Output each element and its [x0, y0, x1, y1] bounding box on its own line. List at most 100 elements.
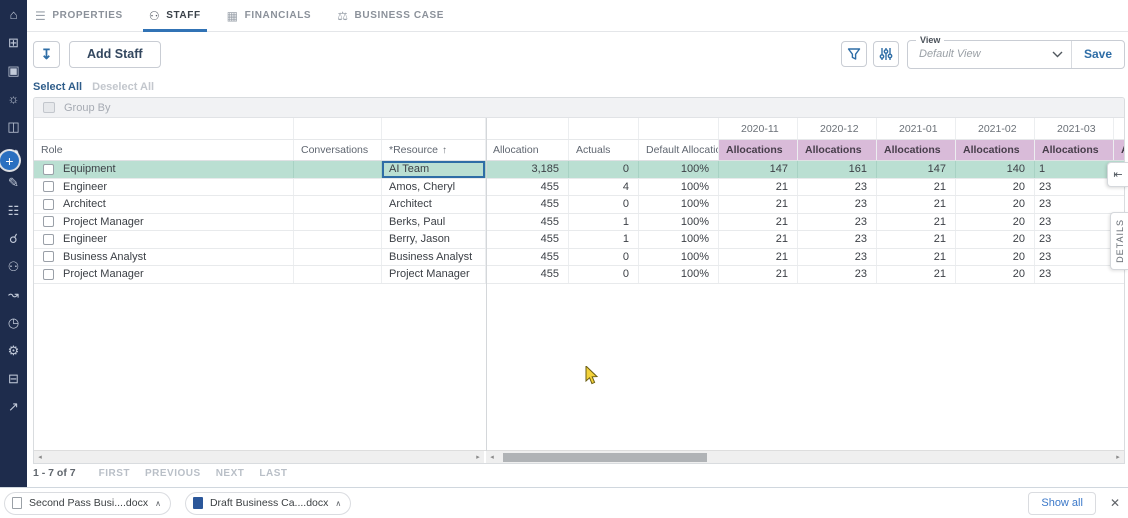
cell-month-allocation[interactable]: 21 — [877, 248, 956, 265]
row-checkbox[interactable] — [43, 268, 54, 280]
tab-business-case[interactable]: ⚖ BUSINESS CASE — [337, 0, 444, 32]
pagination-previous-link[interactable]: PREVIOUS — [145, 467, 201, 479]
ideas-icon[interactable]: ☼ — [7, 91, 20, 106]
cell-month-allocation[interactable]: 23 — [798, 196, 877, 213]
table-row[interactable]: Project Manager Berks, Paul 455 1 100% 21 23 21… — [34, 213, 1124, 231]
cell-month-allocation-partial[interactable]: 23 — [1039, 198, 1052, 211]
cell-role[interactable]: Engineer — [34, 178, 294, 195]
details-panel-tab[interactable]: DETAILS — [1110, 212, 1128, 270]
cell-resource[interactable]: Berks, Paul — [382, 213, 486, 230]
table-row[interactable]: Business Analyst Business Analyst 455 0 100%… — [34, 248, 1124, 266]
cell-month-allocation[interactable]: 21 — [719, 196, 798, 213]
person-search-icon[interactable]: ☌ — [9, 231, 18, 246]
cell-actuals[interactable]: 0 — [569, 266, 639, 283]
column-header-resource[interactable]: *Resource ↑ — [382, 140, 486, 160]
cell-allocation[interactable]: 455 — [486, 196, 569, 213]
download-chip[interactable]: Second Pass Busi....docx ∧ — [4, 491, 171, 515]
column-header-allocation[interactable]: Allocation — [486, 140, 569, 160]
cell-allocation[interactable]: 455 — [486, 231, 569, 248]
open-in-new-icon[interactable]: ↗ — [8, 399, 19, 414]
tab-properties[interactable]: ☰ PROPERTIES — [35, 0, 123, 32]
view-dropdown[interactable]: View Default View Save — [907, 34, 1125, 69]
cell-actuals[interactable]: 0 — [569, 248, 639, 265]
cell-default-allocation[interactable]: 100% — [639, 231, 719, 248]
cell-resource[interactable]: Project Manager — [382, 266, 486, 283]
cell-allocation[interactable]: 455 — [486, 213, 569, 230]
pagination-first-link[interactable]: FIRST — [98, 467, 130, 479]
cell-month-allocation-partial[interactable]: 1 — [1039, 163, 1046, 176]
row-checkbox[interactable] — [43, 251, 54, 263]
add-staff-button[interactable]: Add Staff — [69, 40, 161, 68]
chevron-down-icon[interactable] — [1045, 51, 1071, 58]
row-checkbox[interactable] — [43, 233, 54, 245]
cell-default-allocation[interactable]: 100% — [639, 196, 719, 213]
cell-allocation[interactable]: 455 — [486, 248, 569, 265]
filter-button[interactable] — [841, 41, 867, 67]
pagination-next-link[interactable]: NEXT — [215, 467, 245, 479]
cell-resource[interactable]: Amos, Cheryl — [382, 178, 486, 195]
cell-month-allocation-partial[interactable]: 23 — [1039, 268, 1052, 281]
cell-month-allocation[interactable]: 161 — [798, 161, 877, 178]
chart-icon[interactable]: ◫ — [7, 119, 20, 134]
cell-month-allocation[interactable]: 21 — [719, 178, 798, 195]
cell-role[interactable]: Engineer — [34, 231, 294, 248]
cell-default-allocation[interactable]: 100% — [639, 248, 719, 265]
cell-month-allocation[interactable]: 21 — [877, 213, 956, 230]
table-row[interactable]: Equipment AI Team 3,185 0 100% 147 161 147 140 1 — [34, 161, 1124, 179]
cell-month-allocation[interactable]: 23 — [798, 213, 877, 230]
cell-month-allocation[interactable]: 23 — [798, 231, 877, 248]
column-header-conversations[interactable]: Conversations — [294, 140, 382, 160]
hscroll-thumb[interactable] — [503, 452, 707, 462]
deselect-all-link[interactable]: Deselect All — [92, 81, 155, 93]
people-icon[interactable]: ⚇ — [7, 259, 20, 274]
chevron-up-icon[interactable]: ∧ — [335, 498, 342, 508]
row-checkbox[interactable] — [43, 163, 54, 175]
table-row[interactable]: Engineer Berry, Jason 455 1 100% 21 23 21 20 23 — [34, 231, 1124, 249]
cell-month-allocation[interactable]: 21 — [719, 248, 798, 265]
cell-allocation[interactable]: 455 — [486, 178, 569, 195]
cell-resource[interactable]: AI Team — [382, 161, 486, 178]
group-by-bar[interactable]: Group By — [34, 98, 1124, 118]
settings-icon[interactable]: ⚙ — [7, 343, 20, 358]
export-download-button[interactable]: ↧ — [33, 40, 60, 68]
cell-month-allocation-partial[interactable]: 23 — [1039, 180, 1052, 193]
cell-month-allocation[interactable]: 21 — [877, 178, 956, 195]
cell-conversations[interactable] — [294, 213, 382, 230]
cell-month-allocation[interactable]: 20 — [956, 231, 1035, 248]
cell-month-allocation[interactable]: 147 — [719, 161, 798, 178]
cell-month-allocation[interactable]: 21 — [877, 196, 956, 213]
cell-month-allocation[interactable]: 20 — [956, 196, 1035, 213]
hierarchy-icon[interactable]: ☷ — [7, 203, 20, 218]
cell-conversations[interactable] — [294, 161, 382, 178]
left-pane-hscrollbar[interactable]: ◂ ▸ — [34, 450, 486, 463]
edit-icon[interactable]: ✎ — [8, 175, 19, 190]
cell-month-allocation-partial[interactable]: 23 — [1039, 233, 1052, 246]
details-collapse-button[interactable]: ⇤ — [1107, 162, 1128, 187]
cell-month-allocation[interactable]: 23 — [798, 266, 877, 283]
scroll-right-icon[interactable]: ▸ — [1116, 453, 1120, 461]
column-header-role[interactable]: Role — [34, 140, 294, 160]
scroll-right-icon[interactable]: ▸ — [476, 453, 480, 461]
cell-role[interactable]: Project Manager — [34, 266, 294, 283]
download-chip[interactable]: Draft Business Ca....docx ∧ — [184, 491, 352, 515]
cell-resource[interactable]: Berry, Jason — [382, 231, 486, 248]
cell-conversations[interactable] — [294, 196, 382, 213]
tab-financials[interactable]: ▦ FINANCIALS — [227, 0, 312, 32]
cell-actuals[interactable]: 0 — [569, 161, 639, 178]
view-save-button[interactable]: Save — [1070, 40, 1124, 68]
cell-month-allocation[interactable]: 20 — [956, 248, 1035, 265]
cell-resource[interactable]: Business Analyst — [382, 248, 486, 265]
person-flow-icon[interactable]: ↝ — [8, 287, 19, 302]
cell-actuals[interactable]: 1 — [569, 231, 639, 248]
time-icon[interactable]: ◷ — [7, 315, 20, 330]
cell-month-allocation[interactable]: 21 — [719, 231, 798, 248]
cell-actuals[interactable]: 4 — [569, 178, 639, 195]
dashboard-icon[interactable]: ▣ — [7, 63, 20, 78]
cell-role[interactable]: Project Manager — [34, 213, 294, 230]
cell-allocation[interactable]: 455 — [486, 266, 569, 283]
row-checkbox[interactable] — [43, 181, 54, 193]
select-all-link[interactable]: Select All — [33, 81, 83, 93]
cell-actuals[interactable]: 1 — [569, 213, 639, 230]
column-header-actuals[interactable]: Actuals — [569, 140, 639, 160]
cell-role[interactable]: Equipment — [34, 161, 294, 178]
